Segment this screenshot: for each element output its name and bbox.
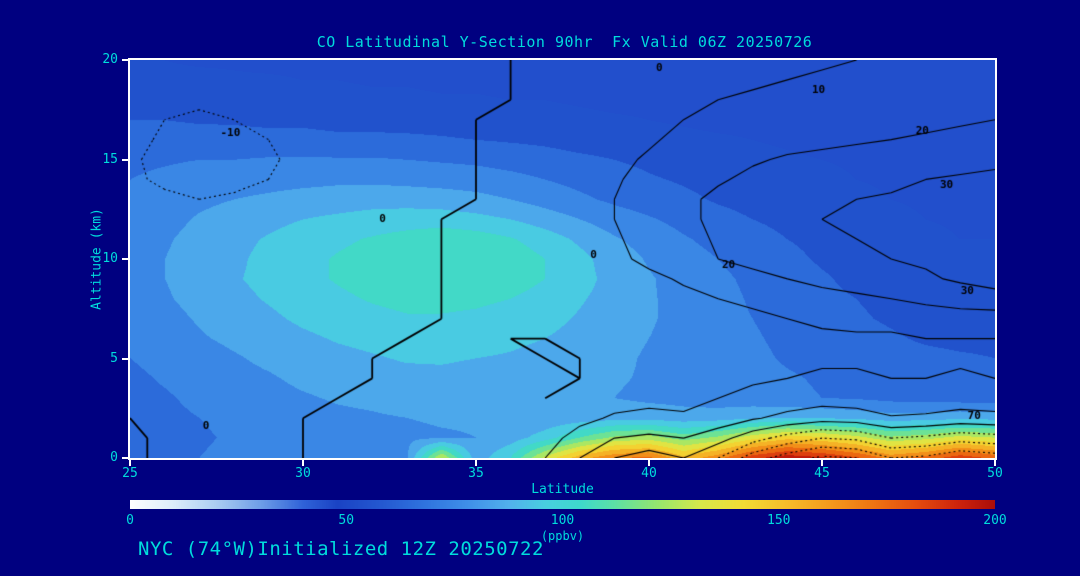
x-axis-label: Latitude <box>531 482 594 497</box>
run-info-text: NYC (74°W)Initialized 12Z 20250722 <box>138 538 544 560</box>
y-tick-label: 5 <box>110 350 118 366</box>
x-tick-mark <box>648 460 650 466</box>
y-tick-mark <box>122 457 128 459</box>
chart-title: CO Latitudinal Y-Section 90hr Fx Valid 0… <box>316 33 813 51</box>
colorbar-tick-label: 100 <box>550 513 575 528</box>
x-tick-label: 45 <box>814 466 830 481</box>
y-tick-mark <box>122 258 128 260</box>
y-tick-mark <box>122 357 128 360</box>
y-tick-label: 15 <box>102 151 118 167</box>
x-tick-mark <box>302 460 304 466</box>
x-tick-label: 30 <box>295 466 311 481</box>
colorbar <box>130 500 995 509</box>
plot-area <box>128 58 997 460</box>
x-tick-label: 35 <box>468 466 484 481</box>
x-tick-mark <box>821 460 823 466</box>
x-tick-mark <box>475 460 477 466</box>
colorbar-tick-label: 150 <box>767 513 791 528</box>
y-tick-label: 20 <box>102 52 118 67</box>
x-tick-label: 50 <box>987 466 1003 481</box>
y-tick-label: 0 <box>110 450 118 465</box>
y-tick-label: 10 <box>102 251 118 266</box>
colorbar-tick-label: 50 <box>338 513 355 528</box>
contour-plot-canvas <box>130 60 995 458</box>
x-tick-label: 25 <box>122 466 138 481</box>
y-tick-mark <box>122 158 128 161</box>
x-tick-mark <box>994 460 996 466</box>
colorbar-tick-label: 0 <box>126 513 134 528</box>
colorbar-units-label: (ppbv) <box>540 529 585 543</box>
colorbar-tick-label: 200 <box>983 513 1007 528</box>
x-tick-mark <box>129 460 131 466</box>
x-tick-label: 40 <box>641 466 657 481</box>
y-tick-mark <box>122 59 128 61</box>
